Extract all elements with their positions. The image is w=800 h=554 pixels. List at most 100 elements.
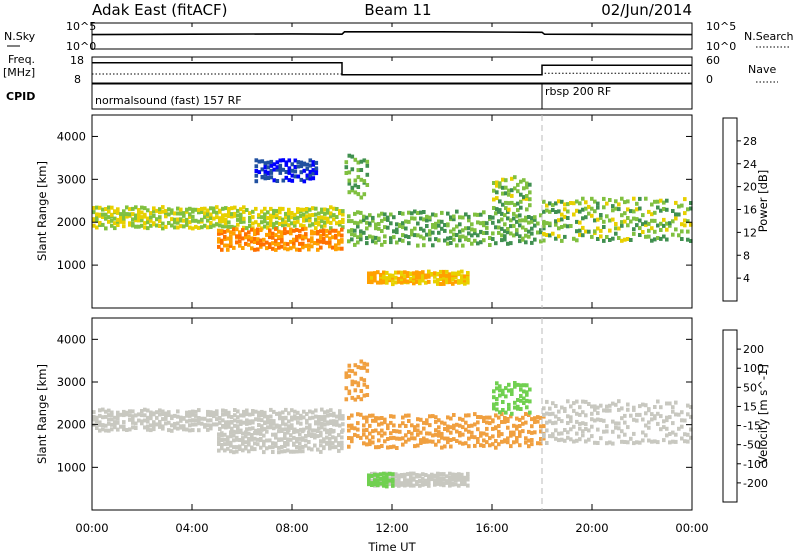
nsearch-tick-top: 10^5: [706, 20, 736, 33]
heatmap-cell: [394, 474, 398, 479]
y-tick-label: 2000: [57, 418, 86, 432]
heatmap-cell: [518, 424, 522, 428]
heatmap-cell: [665, 237, 669, 242]
heatmap-cell: [377, 226, 381, 231]
heatmap-cell: [530, 442, 534, 447]
heatmap-cell: [519, 383, 523, 388]
heatmap-cell: [284, 422, 288, 427]
heatmap-cell: [416, 443, 420, 448]
heatmap-cell: [377, 438, 381, 443]
heatmap-cell: [461, 441, 465, 446]
heatmap-cell: [229, 440, 233, 445]
heatmap-cell: [668, 401, 672, 406]
heatmap-cell: [370, 481, 374, 486]
heatmap-cell: [290, 415, 294, 420]
heatmap-cell: [524, 436, 528, 441]
heatmap-cell: [326, 208, 330, 213]
heatmap-cell: [353, 426, 357, 431]
heatmap-cell: [158, 210, 162, 215]
heatmap-cell: [281, 421, 285, 426]
heatmap-cell: [307, 440, 311, 444]
heatmap-cell: [497, 433, 501, 438]
heatmap-cell: [274, 435, 278, 440]
heatmap-cell: [265, 429, 269, 434]
heatmap-cell: [380, 229, 384, 233]
heatmap-cell: [98, 420, 102, 425]
heatmap-cell: [356, 192, 361, 197]
heatmap-cell: [683, 218, 687, 223]
heatmap-cell: [152, 420, 156, 425]
heatmap-cell: [323, 223, 327, 228]
heatmap-cell: [551, 411, 555, 416]
heatmap-cell: [560, 212, 564, 217]
heatmap-cell: [412, 278, 416, 283]
heatmap-cell: [510, 411, 514, 416]
heatmap-cell: [460, 482, 464, 486]
heatmap-cell: [226, 236, 230, 241]
heatmap-cell: [317, 415, 321, 419]
heatmap-cell: [449, 430, 453, 435]
heatmap-cell: [515, 228, 519, 233]
heatmap-cell: [251, 412, 255, 417]
heatmap-cell: [494, 225, 498, 230]
heatmap-cell: [401, 238, 405, 243]
heatmap-cell: [451, 472, 455, 477]
heatmap-cell: [466, 483, 470, 488]
heatmap-cell: [197, 210, 201, 215]
heatmap-cell: [230, 415, 234, 419]
heatmap-cell: [271, 235, 275, 240]
heatmap-cell: [542, 219, 546, 224]
heatmap-cell: [266, 176, 271, 180]
heatmap-cell: [194, 224, 198, 229]
heatmap-cell: [253, 240, 257, 244]
heatmap-cell: [176, 206, 180, 211]
heatmap-cell: [406, 472, 410, 477]
heatmap-cell: [566, 399, 570, 404]
heatmap-cell: [323, 418, 327, 423]
colorbar-tick-label: 24: [743, 158, 757, 171]
heatmap-cell: [350, 185, 355, 190]
heatmap-cell: [382, 475, 386, 480]
heatmap-cell: [419, 441, 423, 445]
heatmap-cell: [446, 236, 450, 241]
heatmap-cell: [470, 241, 474, 246]
heatmap-cell: [415, 275, 419, 280]
heatmap-cell: [404, 433, 408, 438]
heatmap-cell: [470, 430, 474, 435]
heatmap-cell: [557, 438, 561, 443]
heatmap-cell: [347, 374, 352, 379]
heatmap-cell: [257, 159, 262, 164]
heatmap-cell: [632, 441, 636, 446]
heatmap-cell: [176, 220, 180, 225]
heatmap-cell: [548, 406, 552, 411]
heatmap-cell: [347, 190, 352, 195]
heatmap-cell: [524, 420, 528, 425]
heatmap-cell: [367, 273, 371, 278]
heatmap-cell: [479, 240, 483, 245]
heatmap-cell: [137, 211, 141, 216]
heatmap-cell: [278, 424, 282, 429]
heatmap-cell: [515, 424, 519, 429]
heatmap-cell: [344, 374, 349, 379]
heatmap-cell: [260, 175, 265, 179]
heatmap-cell: [485, 432, 489, 437]
heatmap-cell: [425, 418, 429, 423]
heatmap-cell: [528, 410, 532, 415]
heatmap-cell: [356, 427, 360, 432]
heatmap-cell: [689, 427, 693, 432]
heatmap-cell: [125, 212, 129, 217]
heatmap-cell: [299, 421, 303, 426]
heatmap-cell: [596, 205, 600, 210]
heatmap-cell: [495, 397, 499, 401]
heatmap-cell: [316, 238, 320, 243]
heatmap-cell: [254, 158, 259, 163]
heatmap-cell: [332, 206, 336, 211]
heatmap-cell: [227, 207, 231, 211]
heatmap-cell: [367, 280, 371, 284]
heatmap-cell: [647, 234, 651, 239]
heatmap-cell: [566, 202, 570, 207]
heatmap-cell: [521, 218, 525, 223]
heatmap-cell: [524, 412, 528, 416]
heatmap-cell: [353, 388, 358, 393]
heatmap-cell: [140, 419, 144, 424]
